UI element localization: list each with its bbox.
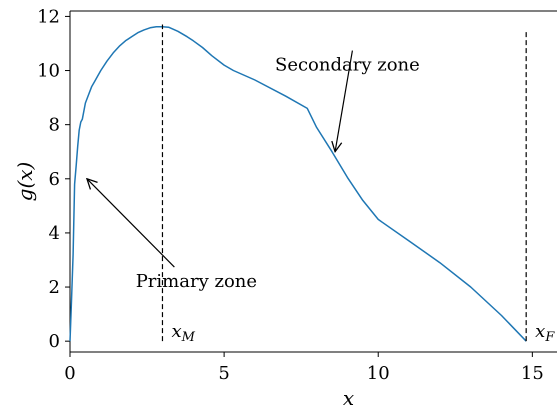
vline-label-1: xM [171,321,195,345]
series-line [69,25,527,342]
x-tick-label: 5 [218,363,229,384]
x-tick-label: 0 [64,363,75,384]
x-tick-label: 10 [367,363,390,384]
plot-area [69,24,527,342]
y-tick-label: 6 [49,169,60,190]
y-tick-label: 8 [49,115,60,136]
x-axis-label: x [343,386,354,410]
y-axis-label: g(x) [13,162,37,202]
annotation-arrow-2 [335,50,353,152]
annotation-2: Secondary zone [275,55,420,76]
y-tick-label: 0 [49,331,60,352]
y-tick-label: 12 [37,6,60,27]
annotation-1: Primary zone [136,271,257,292]
y-tick-label: 2 [49,277,60,298]
labels: x g(x) xM xF Primary zone Secondary zone [13,55,555,410]
y-tick-label: 4 [49,223,60,244]
x-tick-label: 15 [521,363,544,384]
vline-label-2: xF [535,321,555,345]
axes: 0 5 10 15 0 2 4 6 8 10 12 [37,6,557,384]
annotation-arrow-1 [87,179,175,268]
y-tick-label: 10 [37,61,60,82]
